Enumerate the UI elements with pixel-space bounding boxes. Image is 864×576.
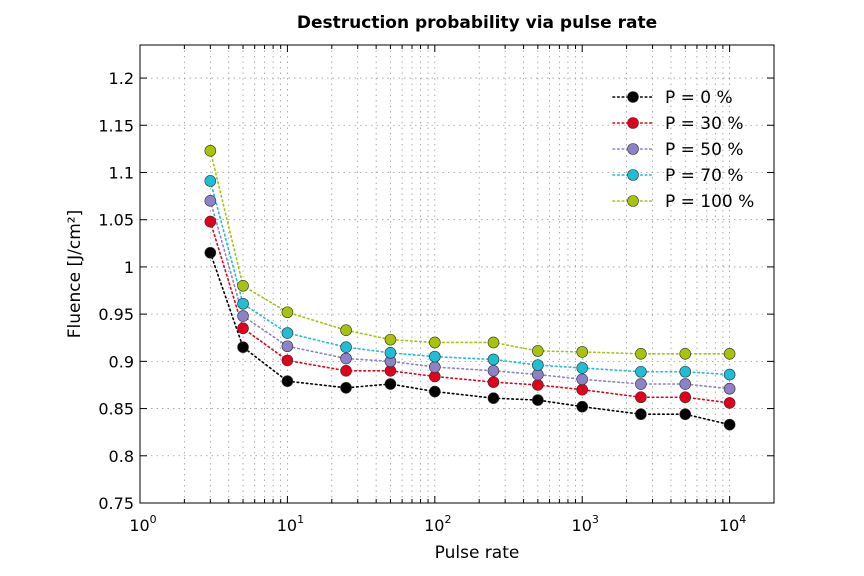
data-point	[384, 347, 397, 359]
data-point	[679, 365, 692, 378]
data-point	[281, 306, 294, 319]
legend-label: P = 100 %	[665, 192, 754, 212]
data-point	[679, 408, 692, 421]
data-point	[281, 354, 294, 367]
data-point	[576, 400, 589, 413]
x-axis-label: Pulse rate	[435, 543, 520, 563]
series-line	[209, 220, 731, 404]
data-point	[487, 353, 500, 366]
data-point	[635, 378, 647, 390]
legend: P = 0 % P = 30 % P = 50 % P = 70 % P = 100 %	[612, 88, 754, 212]
data-point	[723, 368, 736, 381]
y-tick-label: 0.95	[98, 305, 134, 324]
data-point	[204, 144, 217, 157]
data-point	[429, 336, 441, 349]
data-point	[340, 352, 352, 365]
data-point	[532, 379, 544, 391]
data-point	[204, 175, 217, 187]
legend-marker	[627, 117, 639, 129]
data-point	[635, 408, 647, 421]
data-point	[237, 310, 249, 322]
data-point	[204, 195, 217, 207]
data-point	[384, 378, 397, 390]
y-tick-label: 0.75	[98, 494, 134, 513]
data-point	[487, 376, 500, 388]
legend-marker	[627, 195, 639, 207]
x-tick-label: 100	[129, 513, 156, 535]
data-point	[340, 381, 352, 394]
data-point	[532, 359, 544, 371]
series-line	[209, 251, 731, 426]
legend-label: P = 70 %	[665, 166, 744, 186]
x-tick-label: 102	[424, 513, 451, 535]
data-point	[576, 362, 589, 374]
y-tick-label: 1.1	[109, 163, 134, 182]
legend-label: P = 30 %	[665, 114, 744, 134]
y-tick-label: 0.8	[109, 447, 134, 466]
data-point	[340, 324, 352, 336]
data-point	[635, 347, 647, 360]
y-tick-label: 0.85	[98, 400, 134, 419]
series-line	[209, 149, 731, 355]
series-line	[209, 200, 731, 390]
y-tick-label: 0.9	[109, 352, 134, 371]
data-point	[532, 345, 544, 357]
data-point	[429, 385, 441, 398]
legend-label: P = 0 %	[665, 88, 733, 108]
data-point	[532, 394, 544, 406]
data-point	[679, 347, 692, 360]
y-axis-label: Fluence [J/cm²]	[65, 210, 85, 338]
legend-marker	[627, 91, 639, 103]
y-tick-label: 1.15	[98, 116, 134, 135]
legend-marker	[627, 169, 639, 181]
data-point	[340, 364, 352, 377]
data-point	[576, 373, 589, 386]
data-point	[340, 341, 352, 353]
data-point	[281, 327, 294, 339]
data-point	[487, 364, 500, 377]
x-tick-label: 101	[277, 513, 304, 535]
legend-marker	[627, 143, 639, 155]
data-point	[723, 347, 736, 360]
y-tick-label: 1	[124, 258, 134, 277]
data-point	[237, 341, 249, 353]
data-point	[237, 297, 249, 310]
data-point	[723, 397, 736, 409]
x-tick-label: 104	[719, 513, 746, 535]
series-group	[204, 144, 736, 431]
data-point	[635, 365, 647, 378]
data-point	[204, 215, 217, 228]
data-point	[237, 280, 249, 292]
data-point	[204, 246, 217, 259]
chart-title: Destruction probability via pulse rate	[297, 13, 657, 33]
data-point	[237, 322, 249, 335]
data-point	[679, 378, 692, 390]
x-tick-label: 103	[572, 513, 599, 535]
data-point	[679, 391, 692, 404]
data-point	[487, 392, 500, 404]
axis-ticks: 0.75 0.8 0.85 0.9 0.95 1 1.05 1.1 1.15 1.2 100 101 1…	[98, 45, 774, 535]
data-point	[635, 391, 647, 404]
y-tick-label: 1.2	[109, 69, 134, 88]
data-point	[281, 375, 294, 387]
data-point	[487, 336, 500, 349]
data-point	[281, 340, 294, 353]
plot-frame	[139, 44, 775, 504]
y-tick-label: 1.05	[98, 211, 134, 230]
legend-label: P = 50 %	[665, 140, 744, 160]
data-point	[576, 383, 589, 396]
data-point	[429, 361, 441, 373]
data-point	[576, 346, 589, 358]
series-line	[209, 180, 731, 376]
data-point	[723, 382, 736, 395]
data-point	[384, 333, 397, 346]
data-point	[429, 350, 441, 363]
data-point	[723, 418, 736, 431]
